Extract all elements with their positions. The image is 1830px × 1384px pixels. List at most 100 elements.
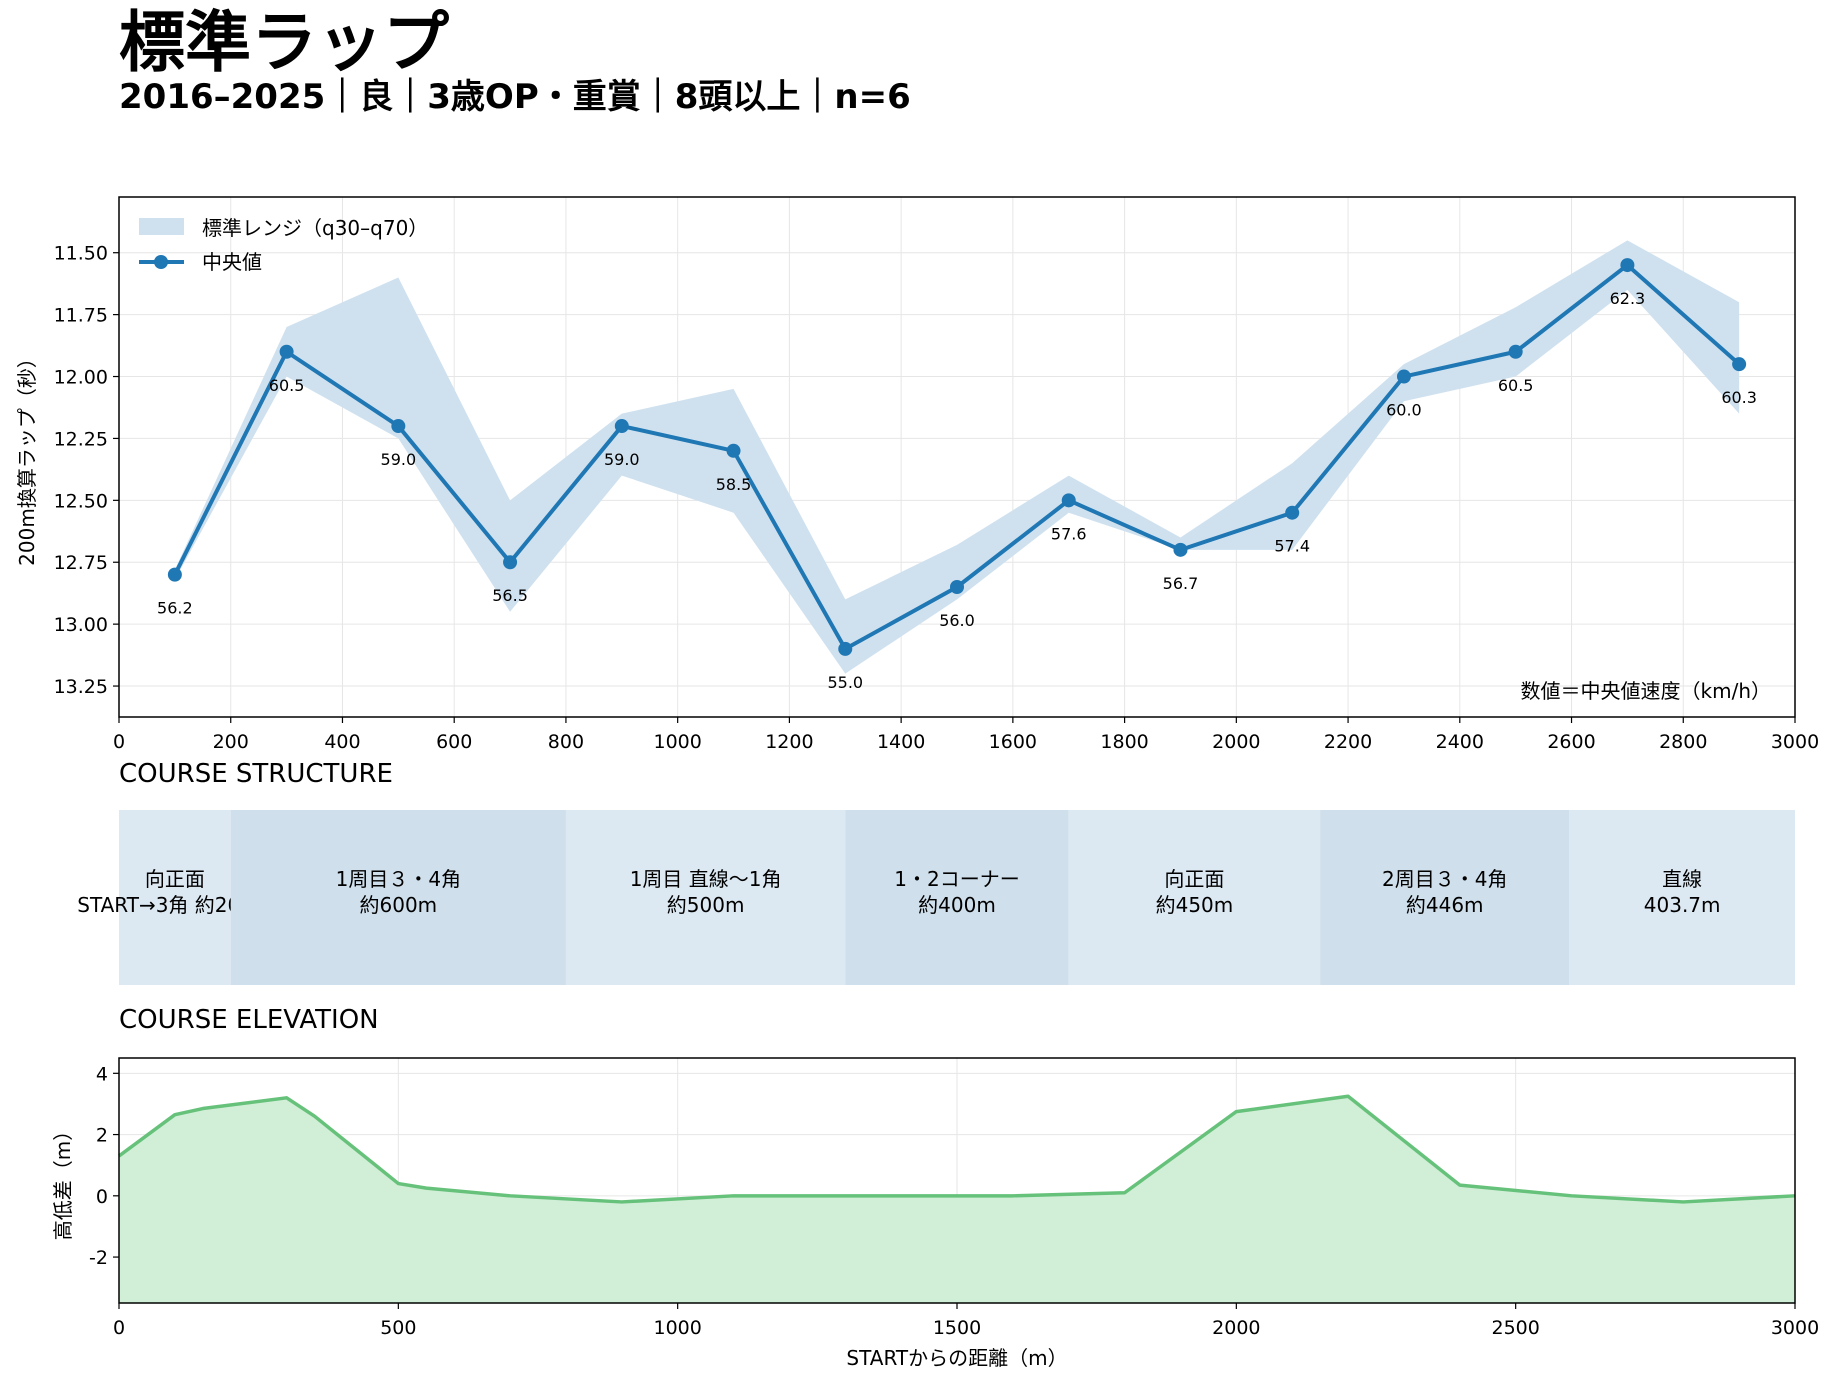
course-elevation-title: COURSE ELEVATION: [119, 1005, 379, 1035]
legend-median-label: 中央値: [202, 250, 262, 274]
lap-x-tick-label: 1400: [877, 731, 925, 753]
lap-y-tick-label: 12.75: [54, 552, 108, 574]
median-speed-label: 60.5: [269, 376, 305, 395]
course-segment-detail: 約400m: [918, 893, 996, 917]
median-point: [1620, 258, 1635, 273]
elevation-y-tick-label: -2: [89, 1247, 108, 1269]
lap-x-tick-label: 2000: [1212, 731, 1260, 753]
elevation-y-tick-label: 2: [96, 1125, 108, 1147]
median-speed-label: 57.6: [1051, 524, 1087, 543]
lap-x-tick-label: 2600: [1547, 731, 1595, 753]
median-speed-note: 数値＝中央値速度（km/h）: [1521, 679, 1771, 703]
course-segment: [230, 810, 566, 985]
median-speed-label: 56.0: [939, 611, 975, 630]
median-speed-label: 56.7: [1163, 574, 1199, 593]
legend-band-label: 標準レンジ（q30–q70）: [202, 216, 428, 240]
course-segment-name: 向正面: [1164, 867, 1224, 891]
elevation-line: [117, 1094, 1796, 1204]
median-speed-label: 56.2: [157, 599, 193, 618]
lap-x-tick-label: 600: [436, 731, 472, 753]
lap-y-tick-label: 12.00: [54, 367, 108, 389]
median-point: [1508, 344, 1523, 359]
median-speed-label: 60.3: [1721, 388, 1757, 407]
lap-chart: 56.2 60.5 59.0 56.5 59.0 58.5 55.0 56.0 57.6 56.7…: [15, 196, 1819, 753]
median-speed-label: 62.3: [1610, 289, 1646, 308]
lap-plot-background: [119, 197, 1795, 717]
lap-x-tick-label: 2400: [1436, 731, 1484, 753]
lap-y-tick-label: 13.00: [54, 614, 108, 636]
elevation-x-tick-label: 1500: [933, 1317, 981, 1339]
page-subtitle: 2016–2025｜良｜3歳OP・重賞｜8頭以上｜n=6: [119, 77, 911, 117]
median-point: [167, 567, 182, 582]
median-speed-label: 59.0: [604, 450, 640, 469]
lap-y-tick-label: 13.25: [54, 676, 108, 698]
elevation-x-tick-label: 1000: [653, 1317, 701, 1339]
course-segment: [565, 810, 846, 985]
median-speed-label: 60.0: [1386, 401, 1422, 420]
elevation-x-tick-label: 2000: [1212, 1317, 1260, 1339]
median-point: [1173, 542, 1188, 557]
course-segment-detail: 約446m: [1406, 893, 1484, 917]
lap-x-tick-label: 1800: [1100, 731, 1148, 753]
elevation-x-axis-title: STARTからの距離（m）: [846, 1346, 1067, 1370]
elevation-x-tick-label: 2500: [1491, 1317, 1539, 1339]
course-segment-detail: 約500m: [667, 893, 745, 917]
course-segment-name: 1周目 直線〜1角: [630, 867, 782, 891]
lap-y-axis-title: 200m換算ラップ（秒）: [15, 348, 39, 566]
median-point: [726, 443, 741, 458]
median-point: [950, 580, 964, 594]
lap-x-tick-label: 400: [324, 731, 360, 753]
elevation-area: [119, 1096, 1795, 1303]
median-speed-label: 55.0: [827, 673, 863, 692]
lap-y-tick-label: 11.75: [54, 305, 108, 327]
median-point: [1285, 505, 1300, 520]
course-segment: [1569, 810, 1795, 985]
course-segment-detail: 403.7m: [1644, 893, 1721, 917]
median-speed-label: 56.5: [492, 586, 528, 605]
median-point: [614, 419, 629, 434]
legend-median-swatch-marker: [154, 255, 168, 269]
median-point: [1396, 369, 1411, 384]
lap-x-tick-label: 2200: [1324, 731, 1372, 753]
course-segment: [1320, 810, 1570, 985]
course-segment-name: 1・2コーナー: [894, 867, 1019, 891]
course-elevation-chart: COURSE ELEVATION 0 500 1000 1500 2000 2500 3000…: [51, 1005, 1819, 1370]
median-speed-label: 59.0: [381, 450, 417, 469]
lap-y-tick-label: 11.50: [54, 243, 108, 265]
course-structure-title: COURSE STRUCTURE: [119, 759, 393, 789]
course-segment-detail: 約450m: [1156, 893, 1234, 917]
lap-x-tick-label: 200: [213, 731, 249, 753]
lap-x-tick-label: 0: [113, 731, 125, 753]
elevation-x-tick-label: 0: [113, 1317, 125, 1339]
lap-x-tick-label: 2800: [1659, 731, 1707, 753]
median-point: [391, 419, 406, 434]
lap-x-tick-label: 1000: [653, 731, 701, 753]
course-segment: [119, 810, 231, 985]
median-point: [1061, 493, 1076, 508]
course-segment-name: 直線: [1662, 867, 1702, 891]
elevation-y-tick-label: 4: [96, 1063, 108, 1085]
legend-band-swatch: [139, 218, 184, 235]
course-segment-name: 1周目３・4角: [336, 867, 461, 891]
median-point: [279, 344, 294, 359]
elevation-y-tick-label: 0: [96, 1186, 108, 1208]
course-segment-name: 向正面: [145, 867, 205, 891]
median-point: [503, 555, 518, 570]
course-segment: [1068, 810, 1321, 985]
elevation-x-tick-label: 500: [380, 1317, 416, 1339]
median-speed-label: 58.5: [716, 475, 752, 494]
median-speed-label: 57.4: [1274, 537, 1310, 556]
elevation-x-tick-label: 3000: [1771, 1317, 1819, 1339]
median-point: [838, 641, 853, 656]
course-segment-name: 2周目３・4角: [1382, 867, 1507, 891]
course-segment: [845, 810, 1069, 985]
median-speed-label: 60.5: [1498, 376, 1534, 395]
lap-plot-frame: [118, 196, 1796, 718]
lap-y-tick-label: 12.25: [54, 428, 108, 450]
lap-x-tick-label: 3000: [1771, 731, 1819, 753]
lap-x-tick-label: 1600: [989, 731, 1037, 753]
median-point: [1732, 357, 1747, 372]
lap-x-tick-label: 800: [548, 731, 584, 753]
